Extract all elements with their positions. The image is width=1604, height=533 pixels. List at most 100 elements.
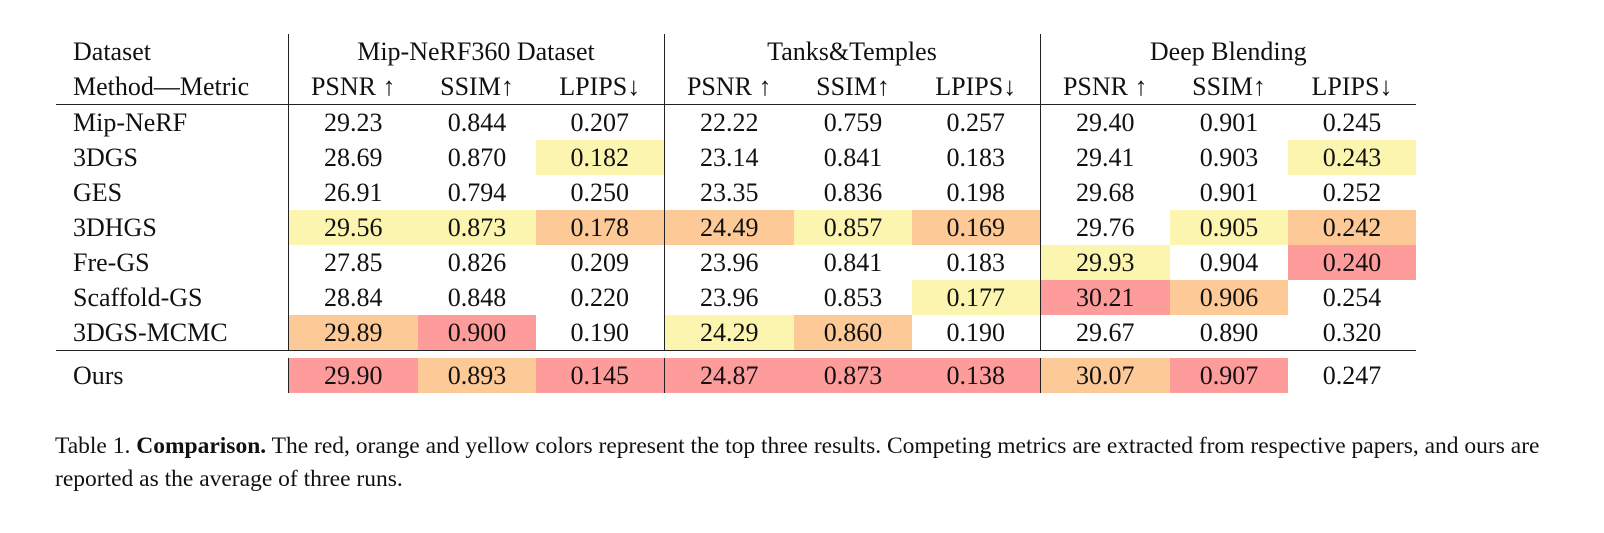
metric-value: 24.29 bbox=[663, 315, 794, 351]
method-name: 3DGS bbox=[73, 142, 139, 172]
metric-value: 0.220 bbox=[570, 282, 630, 312]
metric-value: 0.252 bbox=[1322, 177, 1382, 207]
metric-header: PSNR ↑ bbox=[1039, 69, 1170, 105]
metric-value: 0.207 bbox=[570, 107, 630, 137]
comparison-table: Dataset Mip-NeRF360 Dataset Tanks&Temple… bbox=[56, 34, 1416, 393]
metric-value: 29.93 bbox=[1039, 245, 1170, 280]
metric-value: 0.870 bbox=[447, 142, 507, 172]
metric-value: 23.96 bbox=[663, 280, 794, 315]
metric-value: 28.69 bbox=[287, 140, 418, 175]
table-caption: Table 1. Comparison. The red, orange and… bbox=[55, 430, 1555, 496]
metric-value: 30.07 bbox=[1039, 358, 1170, 393]
caption-label: Table 1. bbox=[55, 433, 131, 459]
metric-value: 0.177 bbox=[912, 280, 1040, 315]
table-row: Fre-GS 27.85 0.826 0.209 23.96 0.841 0.183 29.9… bbox=[56, 245, 1416, 280]
metric-value: 0.242 bbox=[1288, 210, 1416, 245]
metric-value: 22.22 bbox=[663, 104, 794, 140]
method-name: Scaffold-GS bbox=[73, 282, 203, 312]
metric-value: 0.169 bbox=[912, 210, 1040, 245]
metric-value: 29.89 bbox=[287, 315, 418, 351]
ours-row: Ours 29.90 0.893 0.145 24.87 0.873 0.138 30.07 0… bbox=[56, 358, 1416, 393]
metric-value: 0.900 bbox=[418, 315, 536, 351]
metric-value: 0.826 bbox=[447, 247, 507, 277]
table-row: Mip-NeRF 29.23 0.844 0.207 22.22 0.759 0.257 29… bbox=[56, 104, 1416, 140]
metric-header: SSIM↑ bbox=[1170, 69, 1288, 105]
metric-value: 28.84 bbox=[287, 280, 418, 315]
metric-value: 0.240 bbox=[1288, 245, 1416, 280]
table-row: 3DHGS 29.56 0.873 0.178 24.49 0.857 0.169 29.76… bbox=[56, 210, 1416, 245]
metric-value: 29.68 bbox=[1039, 175, 1170, 210]
metric-value: 0.857 bbox=[794, 210, 912, 245]
metric-header: LPIPS↓ bbox=[536, 69, 664, 105]
dataset-header: Dataset bbox=[73, 36, 151, 66]
metric-value: 0.245 bbox=[1322, 107, 1382, 137]
metric-value: 0.890 bbox=[1170, 315, 1288, 351]
metric-value: 0.853 bbox=[823, 282, 883, 312]
metric-value: 0.860 bbox=[794, 315, 912, 351]
metric-value: 30.21 bbox=[1039, 280, 1170, 315]
metric-header: PSNR ↑ bbox=[663, 69, 794, 105]
metric-value: 0.893 bbox=[418, 358, 536, 393]
group-header-row: Dataset Mip-NeRF360 Dataset Tanks&Temple… bbox=[56, 34, 1416, 69]
metric-value: 29.90 bbox=[287, 358, 418, 393]
metric-value: 0.257 bbox=[946, 107, 1006, 137]
table-row: 3DGS-MCMC 29.89 0.900 0.190 24.29 0.860 0.190 2… bbox=[56, 315, 1416, 351]
metric-value: 29.67 bbox=[1039, 315, 1170, 351]
metric-value: 0.841 bbox=[823, 247, 883, 277]
metric-value: 29.41 bbox=[1039, 140, 1170, 175]
metric-value: 0.320 bbox=[1288, 315, 1416, 351]
metric-value: 0.901 bbox=[1199, 107, 1259, 137]
metric-value: 0.759 bbox=[823, 107, 883, 137]
metric-value: 0.906 bbox=[1170, 280, 1288, 315]
metric-value: 0.903 bbox=[1199, 142, 1259, 172]
metric-value: 0.138 bbox=[912, 358, 1040, 393]
metric-value: 0.183 bbox=[946, 247, 1006, 277]
table-row: Scaffold-GS 28.84 0.848 0.220 23.96 0.853 0.17… bbox=[56, 280, 1416, 315]
metric-value: 0.873 bbox=[794, 358, 912, 393]
table-row: GES 26.91 0.794 0.250 23.35 0.836 0.198 29.68 0.… bbox=[56, 175, 1416, 210]
caption-text: The red, orange and yellow colors repres… bbox=[55, 433, 1540, 492]
row-spacer bbox=[56, 351, 1416, 359]
metric-value: 0.905 bbox=[1170, 210, 1288, 245]
metric-value: 0.836 bbox=[823, 177, 883, 207]
metric-value: 29.23 bbox=[287, 104, 418, 140]
method-name: GES bbox=[73, 177, 123, 207]
metric-header: PSNR ↑ bbox=[287, 69, 418, 105]
metric-value: 24.49 bbox=[663, 210, 794, 245]
metric-value: 27.85 bbox=[287, 245, 418, 280]
group-header-deep-blending: Deep Blending bbox=[1039, 34, 1416, 69]
metric-value: 23.96 bbox=[663, 245, 794, 280]
method-name: 3DGS-MCMC bbox=[56, 315, 288, 351]
metric-header-row: Method—Metric PSNR ↑ SSIM↑ LPIPS↓ PSNR ↑… bbox=[56, 69, 1416, 105]
metric-value: 0.901 bbox=[1199, 177, 1259, 207]
group-header-tanks-temples: Tanks&Temples bbox=[663, 34, 1040, 69]
metric-value: 29.40 bbox=[1039, 104, 1170, 140]
metric-value: 0.873 bbox=[418, 210, 536, 245]
metric-value: 0.145 bbox=[536, 358, 664, 393]
metric-value: 0.907 bbox=[1170, 358, 1288, 393]
metric-value: 23.14 bbox=[663, 140, 794, 175]
metric-value: 0.243 bbox=[1288, 140, 1416, 175]
metric-value: 0.198 bbox=[946, 177, 1006, 207]
metric-value: 0.250 bbox=[570, 177, 630, 207]
metric-value: 0.182 bbox=[536, 140, 664, 175]
caption-bold: Comparison. bbox=[136, 433, 267, 459]
metric-value: 0.247 bbox=[1322, 360, 1382, 390]
metric-value: 24.87 bbox=[663, 358, 794, 393]
metric-value: 0.183 bbox=[946, 142, 1006, 172]
metric-value: 0.190 bbox=[912, 315, 1040, 351]
metric-value: 0.904 bbox=[1199, 247, 1259, 277]
metric-value: 0.844 bbox=[447, 107, 507, 137]
metric-value: 0.794 bbox=[447, 177, 507, 207]
method-name: 3DHGS bbox=[73, 212, 157, 242]
table-row: 3DGS 28.69 0.870 0.182 23.14 0.841 0.183 29.41 0… bbox=[56, 140, 1416, 175]
group-header-mipnerf360: Mip-NeRF360 Dataset bbox=[287, 34, 664, 69]
metric-value: 29.76 bbox=[1039, 210, 1170, 245]
metric-value: 26.91 bbox=[287, 175, 418, 210]
metric-value: 0.209 bbox=[570, 247, 630, 277]
metric-value: 23.35 bbox=[663, 175, 794, 210]
metric-header: LPIPS↓ bbox=[1288, 69, 1416, 105]
method-name: Fre-GS bbox=[73, 247, 150, 277]
metric-value: 0.190 bbox=[536, 315, 664, 351]
method-metric-header: Method—Metric bbox=[56, 69, 288, 105]
